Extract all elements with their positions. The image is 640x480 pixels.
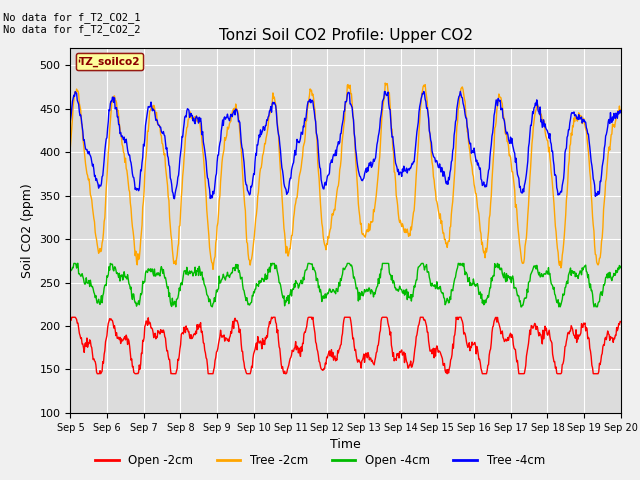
Open -4cm	[388, 277, 396, 283]
Line: Tree -4cm: Tree -4cm	[70, 91, 621, 199]
Open -4cm	[485, 289, 493, 295]
Tree -4cm	[617, 110, 625, 116]
Open -2cm	[67, 318, 74, 324]
Line: Open -4cm: Open -4cm	[70, 264, 621, 307]
Tree -2cm	[388, 126, 396, 132]
Tree -2cm	[67, 144, 74, 150]
Open -4cm	[419, 261, 426, 266]
Open -2cm	[68, 314, 76, 320]
Y-axis label: Soil CO2 (ppm): Soil CO2 (ppm)	[21, 183, 34, 278]
Line: Tree -2cm: Tree -2cm	[70, 83, 621, 269]
Tree -2cm	[402, 230, 410, 236]
Open -2cm	[102, 339, 109, 345]
Open -4cm	[67, 268, 74, 274]
Open -2cm	[93, 371, 101, 377]
Tree -2cm	[209, 266, 217, 272]
Tree -4cm	[419, 91, 426, 96]
Tree -2cm	[100, 219, 108, 225]
Tree -2cm	[381, 80, 389, 86]
Legend: Open -2cm, Tree -2cm, Open -4cm, Tree -4cm: Open -2cm, Tree -2cm, Open -4cm, Tree -4…	[90, 449, 550, 472]
Tree -4cm	[402, 167, 410, 173]
Open -4cm	[172, 304, 180, 310]
Line: Open -2cm: Open -2cm	[70, 317, 621, 374]
Tree -4cm	[67, 118, 74, 123]
Tree -2cm	[542, 133, 550, 139]
Title: Tonzi Soil CO2 Profile: Upper CO2: Tonzi Soil CO2 Profile: Upper CO2	[219, 28, 472, 43]
Open -4cm	[70, 261, 77, 266]
Tree -4cm	[100, 157, 108, 163]
Tree -4cm	[381, 88, 388, 94]
Tree -4cm	[388, 127, 396, 133]
Open -2cm	[617, 319, 625, 324]
Tree -4cm	[485, 166, 493, 171]
Tree -2cm	[617, 107, 625, 113]
X-axis label: Time: Time	[330, 438, 361, 451]
Tree -4cm	[542, 125, 550, 131]
Open -2cm	[419, 314, 426, 320]
Open -4cm	[101, 282, 109, 288]
Legend: TZ_soilco2: TZ_soilco2	[76, 53, 143, 70]
Tree -2cm	[485, 215, 493, 221]
Tree -4cm	[171, 196, 179, 202]
Open -2cm	[485, 352, 493, 358]
Tree -2cm	[419, 88, 426, 94]
Open -4cm	[402, 287, 410, 293]
Open -2cm	[388, 342, 396, 348]
Open -4cm	[617, 264, 625, 269]
Open -2cm	[402, 355, 410, 361]
Text: No data for f_T2_CO2_1
No data for f_T2_CO2_2: No data for f_T2_CO2_1 No data for f_T2_…	[3, 12, 141, 36]
Open -2cm	[542, 328, 550, 334]
Open -4cm	[542, 271, 550, 277]
